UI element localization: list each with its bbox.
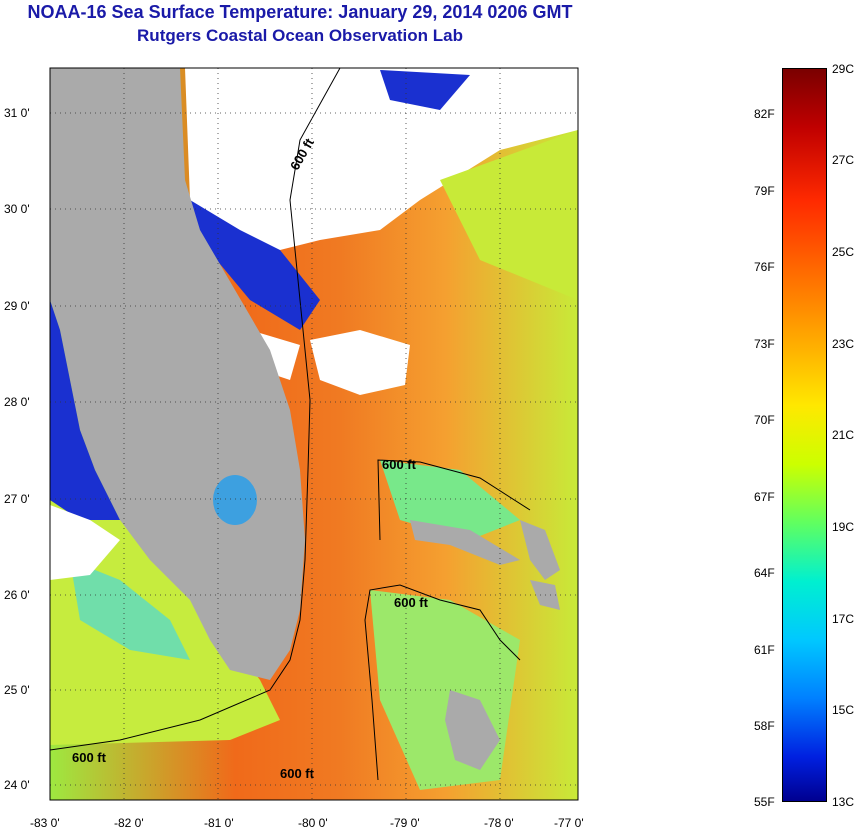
lon-label: -83 0' [30, 816, 60, 830]
fahrenheit-label: 70F [754, 413, 775, 427]
celsius-label: 29C [832, 62, 855, 76]
florida-land [50, 68, 305, 680]
contour-line-bahama [377, 459, 531, 541]
contour-line-tongue [364, 584, 521, 781]
abaco [520, 520, 560, 580]
fahrenheit-label: 58F [754, 719, 775, 733]
celsius-label: 17C [832, 612, 855, 626]
fahrenheit-label: 73F [754, 337, 775, 351]
map-title: NOAA-16 Sea Surface Temperature: January… [27, 2, 573, 22]
graticule [50, 68, 578, 800]
little-bahama-bank [380, 460, 520, 540]
fahrenheit-label: 61F [754, 643, 775, 657]
cloud-gulf [50, 505, 120, 580]
cold-gulf-coast [50, 300, 120, 520]
cool-band-east [440, 130, 578, 300]
lon-label: -78 0' [484, 816, 514, 830]
map-frame [49, 67, 579, 801]
celsius-label: 21C [832, 428, 855, 442]
fahrenheit-label: 82F [754, 107, 775, 121]
lon-label: -82 0' [114, 816, 144, 830]
lake-okeechobee [213, 475, 257, 525]
contour-label-5: 600 ft [280, 766, 315, 781]
longitude-labels: -83 0' -82 0' -81 0' -80 0' -79 0' -78 0… [30, 816, 584, 830]
fahrenheit-label: 76F [754, 260, 775, 274]
lat-label: 27 0' [4, 492, 30, 506]
lon-label: -79 0' [390, 816, 420, 830]
lat-label: 31 0' [4, 106, 30, 120]
latitude-labels: 31 0' 30 0' 29 0' 28 0' 27 0' 26 0' 25 0… [4, 106, 30, 792]
celsius-label: 27C [832, 153, 855, 167]
lat-label: 29 0' [4, 299, 30, 313]
lon-label: -80 0' [298, 816, 328, 830]
celsius-label: 15C [832, 703, 855, 717]
map-area: 600 ft 600 ft 600 ft 600 ft 600 ft [49, 67, 578, 800]
cold-patch-top [380, 70, 470, 110]
map-subtitle: Rutgers Coastal Ocean Observation Lab [137, 26, 463, 45]
lat-label: 26 0' [4, 588, 30, 602]
celsius-label: 25C [832, 245, 855, 259]
grand-bahama [410, 520, 520, 565]
andros [445, 690, 500, 770]
lat-label: 25 0' [4, 683, 30, 697]
lat-label: 28 0' [4, 395, 30, 409]
lon-label: -77 0' [554, 816, 584, 830]
celsius-label: 23C [832, 337, 855, 351]
contour-line-florida [49, 67, 341, 751]
celsius-label: 13C [832, 795, 855, 809]
fahrenheit-label: 67F [754, 490, 775, 504]
cold-patch-north [190, 200, 320, 330]
cloud-mid [310, 330, 410, 395]
fahrenheit-label: 79F [754, 184, 775, 198]
celsius-label: 19C [832, 520, 855, 534]
contour-label-2: 600 ft [382, 457, 417, 472]
colorbar [782, 68, 827, 802]
contour-label-4: 600 ft [72, 750, 107, 765]
lat-label: 30 0' [4, 202, 30, 216]
cool-patch [70, 560, 190, 660]
fahrenheit-label: 64F [754, 566, 775, 580]
fahrenheit-label: 55F [754, 795, 775, 809]
lat-label: 24 0' [4, 778, 30, 792]
contour-label-3: 600 ft [394, 595, 429, 610]
cloud-north [185, 68, 578, 250]
lon-label: -81 0' [204, 816, 234, 830]
